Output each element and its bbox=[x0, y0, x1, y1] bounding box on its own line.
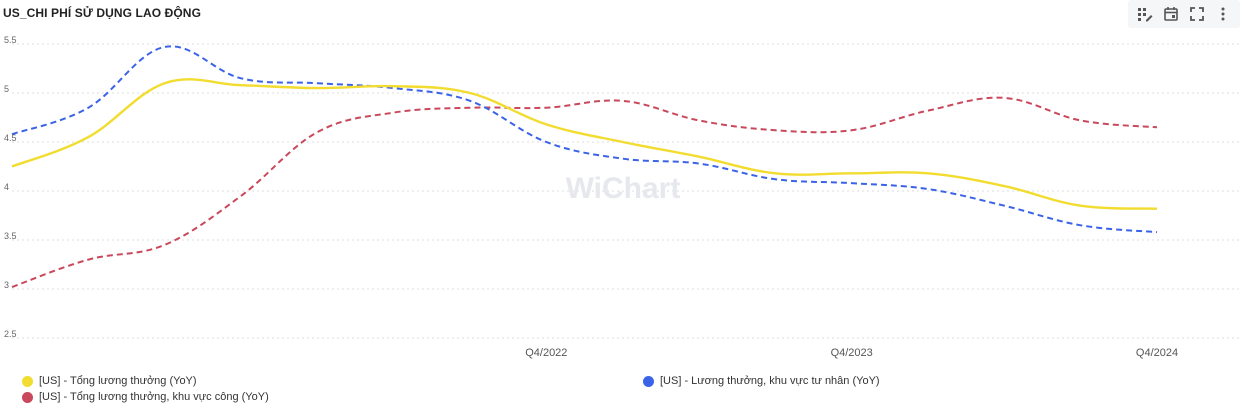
y-tick-label: 3 bbox=[4, 280, 9, 290]
chart-title: US_CHI PHÍ SỬ DỤNG LAO ĐỘNG bbox=[3, 6, 202, 20]
y-tick-label: 5.5 bbox=[4, 35, 17, 45]
legend-label-private: [US] - Lương thưởng, khu vực tư nhân (Yo… bbox=[660, 375, 880, 387]
legend-item-private[interactable]: [US] - Lương thưởng, khu vực tư nhân (Yo… bbox=[643, 375, 880, 387]
legend-dot-yellow bbox=[22, 375, 33, 387]
chart-toolbar bbox=[1128, 0, 1240, 28]
line-chart: WiChart 5.5 5 4.5 4 3.5 3 2.5 Q4/2022 Q4/2023 Q4… bbox=[4, 35, 1240, 359]
calendar-icon[interactable] bbox=[1161, 4, 1181, 24]
watermark-text: WiChart bbox=[566, 172, 681, 205]
legend-item-public[interactable]: [US] - Tổng lương thưởng, khu vực công (… bbox=[22, 391, 269, 403]
y-tick-label: 4 bbox=[4, 182, 9, 192]
y-tick-label: 5 bbox=[4, 84, 9, 94]
legend-dot-red bbox=[22, 391, 33, 403]
legend-dot-blue bbox=[643, 375, 654, 387]
wichart-watermark: WiChart bbox=[566, 172, 681, 205]
series-line-public-sector[interactable] bbox=[11, 96, 1158, 288]
y-tick-label: 4.5 bbox=[4, 133, 17, 143]
legend-label-public: [US] - Tổng lương thưởng, khu vực công (… bbox=[39, 391, 269, 403]
grid-edit-icon[interactable] bbox=[1135, 4, 1155, 24]
series-line-total-compensation[interactable] bbox=[11, 78, 1158, 210]
x-tick-label: Q4/2023 bbox=[831, 347, 873, 359]
y-tick-label: 2.5 bbox=[4, 329, 17, 339]
x-tick-label: Q4/2022 bbox=[525, 347, 567, 359]
y-tick-label: 3.5 bbox=[4, 231, 17, 241]
legend-label-total: [US] - Tổng lương thưởng (YoY) bbox=[39, 375, 197, 387]
more-vertical-icon[interactable] bbox=[1213, 4, 1233, 24]
fullscreen-icon[interactable] bbox=[1187, 4, 1207, 24]
x-tick-label: Q4/2024 bbox=[1136, 347, 1178, 359]
legend-item-total[interactable]: [US] - Tổng lương thưởng (YoY) bbox=[22, 375, 197, 387]
